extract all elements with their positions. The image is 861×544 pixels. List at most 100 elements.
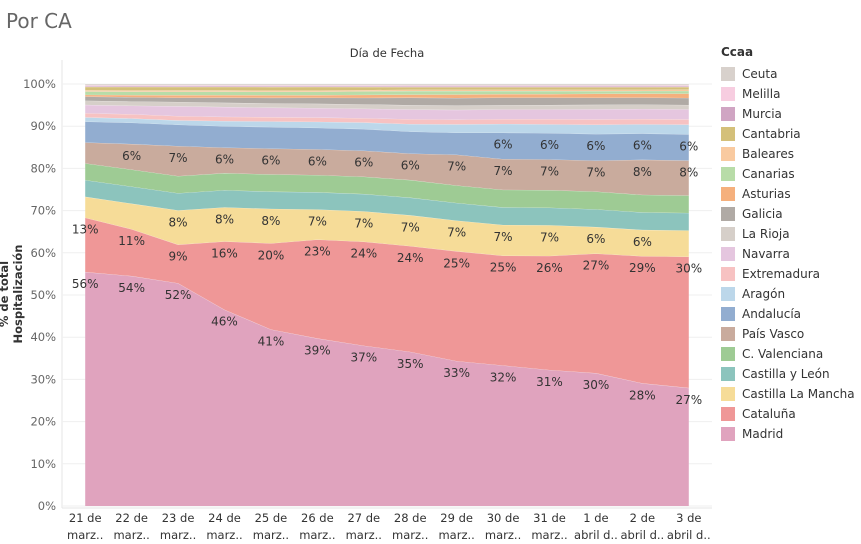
x-tick-label: 25 de: [255, 511, 288, 525]
area-cataluna: [85, 217, 689, 388]
x-tick-label: marz..: [392, 528, 428, 542]
x-tick-label: 31 de: [533, 511, 566, 525]
legend-swatch: [721, 247, 735, 261]
legend-label: Ceuta: [742, 67, 778, 81]
x-tick-label: marz..: [206, 528, 242, 542]
area-castilla-la-mancha: [85, 196, 689, 257]
x-tick-label: marz..: [346, 528, 382, 542]
legend-item-galicia[interactable]: Galicia: [721, 204, 859, 224]
y-tick-label: 40%: [30, 330, 56, 344]
legend-label: Madrid: [742, 427, 784, 441]
data-label: 6%: [586, 139, 605, 153]
y-tick-label: 70%: [30, 204, 56, 218]
data-label: 20%: [258, 248, 285, 262]
data-label: 8%: [169, 215, 188, 229]
legend-swatch: [721, 87, 735, 101]
data-label: 28%: [629, 388, 656, 402]
legend-swatch: [721, 127, 735, 141]
data-label: 6%: [540, 138, 559, 152]
legend-swatch: [721, 167, 735, 181]
legend-item-madrid[interactable]: Madrid: [721, 424, 859, 444]
x-tick-label: marz..: [299, 528, 335, 542]
legend-swatch: [721, 207, 735, 221]
x-tick-label: abril d..: [620, 528, 664, 542]
legend-item-navarra[interactable]: Navarra: [721, 244, 859, 264]
legend-item-extremadura[interactable]: Extremadura: [721, 264, 859, 284]
data-label: 24%: [350, 247, 377, 261]
legend-item-canarias[interactable]: Canarias: [721, 164, 859, 184]
legend-item-melilla[interactable]: Melilla: [721, 84, 859, 104]
area-edge-andalucia: [85, 121, 689, 135]
y-tick-label: 10%: [30, 457, 56, 471]
data-label: 30%: [675, 262, 702, 276]
area-baleares: [85, 89, 689, 92]
data-label: 27%: [583, 259, 610, 273]
x-tick-label: 28 de: [394, 511, 427, 525]
legend-label: Castilla y León: [742, 367, 830, 381]
legend-item-c-valenciana[interactable]: C. Valenciana: [721, 344, 859, 364]
data-label: 56%: [72, 277, 99, 291]
legend-item-asturias[interactable]: Asturias: [721, 184, 859, 204]
data-label: 41%: [258, 334, 285, 348]
x-tick-label: marz..: [531, 528, 567, 542]
legend-swatch: [721, 367, 735, 381]
data-label: 6%: [122, 149, 141, 163]
x-tick-label: 30 de: [487, 511, 520, 525]
legend-title: Ccaa: [721, 45, 754, 59]
data-label: 25%: [490, 261, 517, 275]
data-label: 6%: [354, 156, 373, 170]
area-castilla-y-leon: [85, 180, 689, 231]
x-tick-label: marz..: [160, 528, 196, 542]
y-tick-label: 100%: [23, 77, 56, 91]
legend-item-castilla-la-mancha[interactable]: Castilla La Mancha: [721, 384, 859, 404]
legend-item-ceuta[interactable]: Ceuta: [721, 64, 859, 84]
data-label: 30%: [583, 378, 610, 392]
y-tick-label: 90%: [30, 119, 56, 133]
data-label: 7%: [308, 214, 327, 228]
legend-item-cantabria[interactable]: Cantabria: [721, 124, 859, 144]
data-label: 24%: [397, 251, 424, 265]
y-tick-label: 0%: [38, 499, 56, 513]
legend-item-cataluna[interactable]: Cataluña: [721, 404, 859, 424]
legend-swatch: [721, 427, 735, 441]
legend-item-baleares[interactable]: Baleares: [721, 144, 859, 164]
area-cantabria: [85, 86, 689, 91]
legend-item-murcia[interactable]: Murcia: [721, 104, 859, 124]
legend-swatch: [721, 147, 735, 161]
legend-swatch: [721, 287, 735, 301]
data-label: 37%: [350, 351, 377, 365]
y-tick-label: 30%: [30, 372, 56, 386]
stacked-area-chart[interactable]: 0% 10% 20% 30% 40% 50% 60% 70% 80% 90% 100% 56% 54% 5…: [0, 0, 720, 544]
x-tick-label: 1 de: [583, 511, 608, 525]
data-label: 32%: [490, 370, 517, 384]
area-edge-pais-vasco: [85, 142, 689, 161]
legend-items: Ceuta Melilla Murcia Cantabria Baleares Canar…: [721, 64, 859, 444]
legend-label: Aragón: [742, 287, 786, 301]
x-tick-label: marz..: [253, 528, 289, 542]
data-label: 7%: [354, 216, 373, 230]
x-tick-label: 26 de: [301, 511, 334, 525]
legend-swatch: [721, 267, 735, 281]
data-label: 33%: [443, 366, 470, 380]
data-label: 7%: [540, 230, 559, 244]
legend-item-la-rioja[interactable]: La Rioja: [721, 224, 859, 244]
column-header: Día de Fecha: [349, 46, 425, 60]
legend-item-castilla-y-leon[interactable]: Castilla y León: [721, 364, 859, 384]
data-label: 7%: [401, 220, 420, 234]
legend-label: La Rioja: [742, 227, 790, 241]
data-label: 6%: [633, 235, 652, 249]
legend-label: Extremadura: [742, 267, 820, 281]
legend-label: C. Valenciana: [742, 347, 824, 361]
legend-item-andalucia[interactable]: Andalucía: [721, 304, 859, 324]
data-label: 29%: [629, 261, 656, 275]
legend-label: Andalucía: [742, 307, 802, 321]
legend-item-pais-vasco[interactable]: País Vasco: [721, 324, 859, 344]
data-label: 26%: [536, 261, 563, 275]
x-tick-label: 29 de: [440, 511, 473, 525]
area-ceuta: [85, 84, 689, 86]
x-tick-label: abril d..: [667, 528, 711, 542]
data-label: 46%: [211, 315, 238, 329]
area-madrid: [85, 272, 689, 506]
area-galicia: [85, 96, 689, 106]
legend-item-aragon[interactable]: Aragón: [721, 284, 859, 304]
